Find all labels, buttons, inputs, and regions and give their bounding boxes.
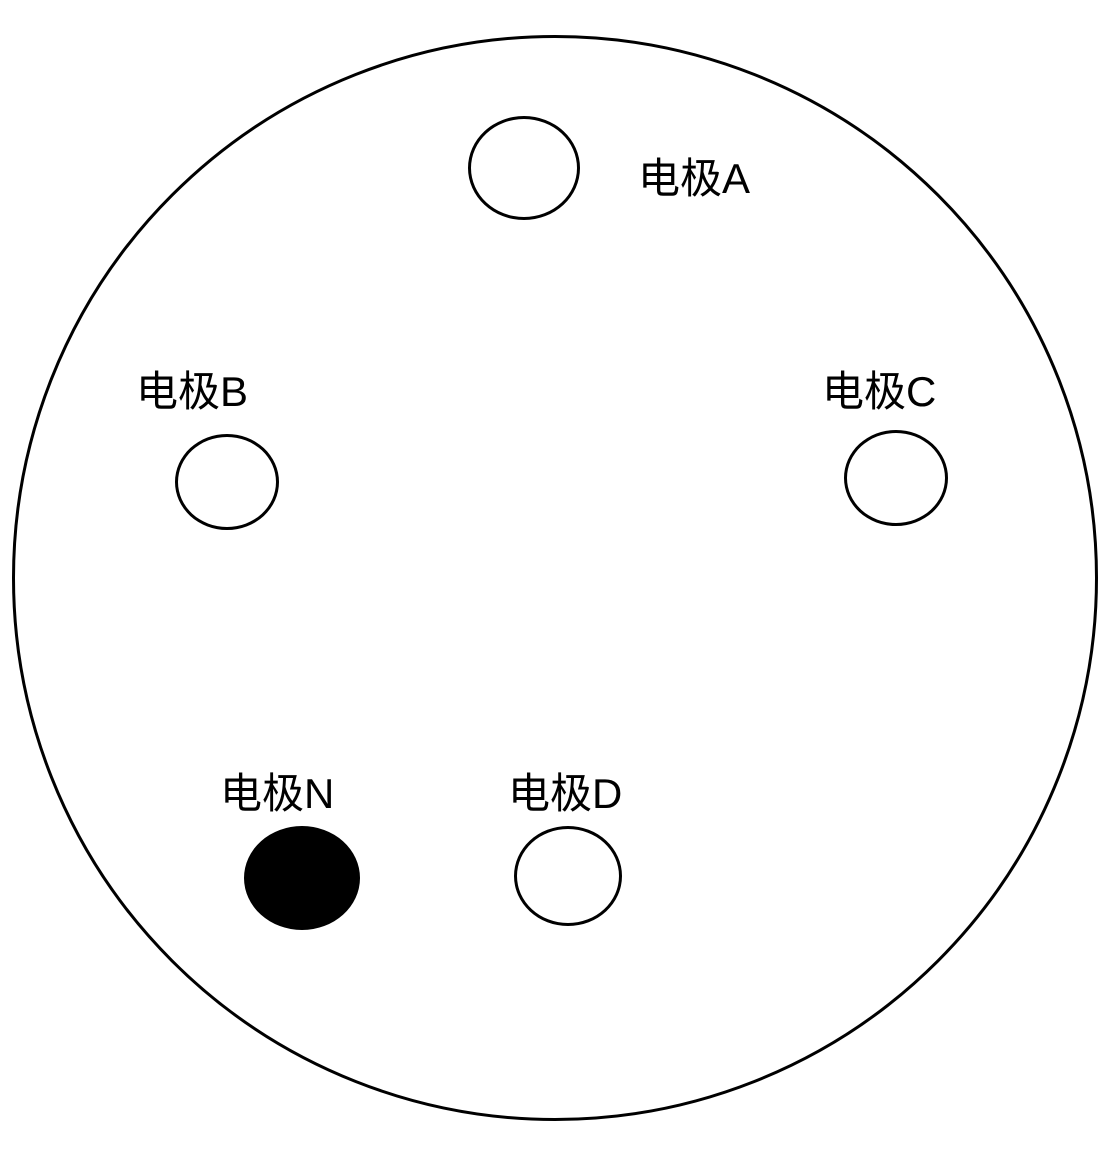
electrode-A-label: 电极A (638, 145, 750, 206)
electrode-D (514, 826, 622, 926)
electrode-B-label: 电极B (136, 358, 248, 419)
electrode-C-label: 电极C (822, 358, 936, 419)
electrode-C (844, 430, 948, 526)
electrode-A (468, 116, 580, 220)
electrode-N (244, 826, 360, 930)
diagram-container: 电极A 电极B 电极C 电极D 电极N (0, 0, 1118, 1157)
electrode-N-label: 电极N (220, 760, 334, 821)
electrode-B (175, 434, 279, 530)
electrode-D-label: 电极D (508, 760, 622, 821)
